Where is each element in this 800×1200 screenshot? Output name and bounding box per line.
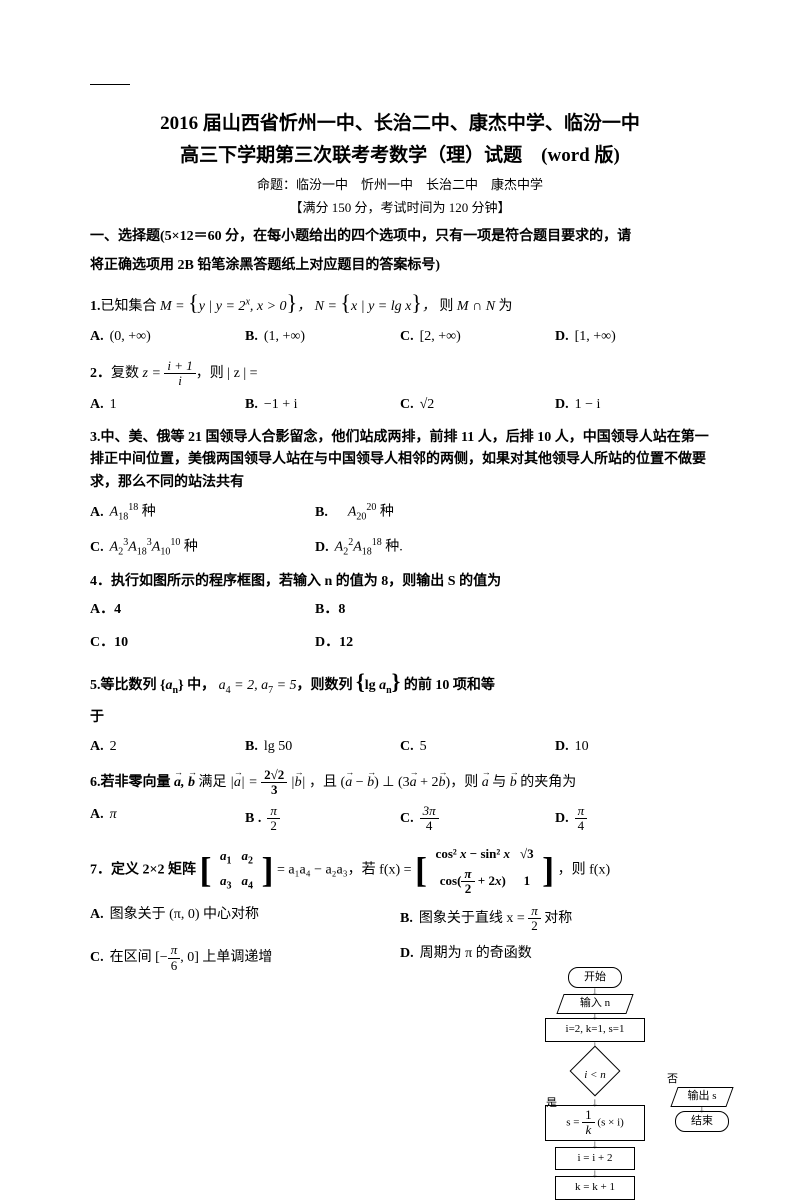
q5-stem: 5.等比数列 {an} 中， a4 = 2, a7 = 5，则数列 {lg an… — [90, 664, 540, 699]
q7-matrix-1: [ a1a2a3a4 ] — [199, 845, 273, 896]
fc-arrow: ↓ — [520, 1169, 670, 1177]
q4-options-row1: A．4 B．8 — [90, 599, 540, 621]
q5-options: A.2 B.lg 50 C.5 D.10 — [90, 736, 710, 758]
q1-options: A.(0, +∞) B.(1, +∞) C.[2, +∞) D.[1, +∞) — [90, 326, 710, 348]
q2-stem: 2．复数 z = i + 1i，则 | z | = — [90, 359, 710, 389]
q1-mset: M = {y | y = 2x, x > 0}， — [160, 299, 311, 314]
q1-opt-a: A.(0, +∞) — [90, 326, 245, 348]
fc-arrow: ↓ — [520, 1098, 670, 1106]
q4-opt-a: A．4 — [90, 599, 315, 621]
q6-opt-a: A.π — [90, 804, 245, 834]
q6-opt-c: C.3π4 — [400, 804, 555, 834]
q2-text: 复数 — [111, 366, 139, 381]
q2-opt-c: C.√2 — [400, 394, 555, 416]
section-heading-b: 将正确选项用 2B 铅笔涂黑答题纸上对应题目的答案标号) — [90, 255, 710, 277]
q3-stem: 3.中、美、俄等 21 国领导人合影留念，他们站成两排，前排 11 人，后排 1… — [90, 427, 710, 494]
content-with-flowchart: 3.中、美、俄等 21 国领导人合影留念，他们站成两排，前排 11 人，后排 1… — [90, 427, 710, 730]
fc-input: 输入 n — [560, 994, 630, 1012]
q6-opt-d: D.π4 — [555, 804, 710, 834]
top-rule — [90, 84, 130, 85]
fc-end: 结束 — [675, 1111, 729, 1133]
q5-opt-a: A.2 — [90, 736, 245, 758]
q7-matrix-2: [ cos² x − sin² x√3 cos(π2 + 2x)1 ] — [415, 843, 554, 897]
flowchart: 开始 ↓ 输入 n ↓ i=2, k=1, s=1 ↓ i < n 否 是 ↓ … — [520, 967, 670, 1200]
q6-opt-b: B .π2 — [245, 804, 400, 834]
q3-text: 3.中、美、俄等 21 国领导人合影留念，他们站成两排，前排 11 人，后排 1… — [90, 430, 709, 490]
q1-opt-b: B.(1, +∞) — [245, 326, 400, 348]
q2-expr: z = i + 1i — [143, 366, 196, 381]
q6-pre: 6.若非零向量 — [90, 775, 171, 790]
q1-opt-c: C.[2, +∞) — [400, 326, 555, 348]
q1-stem: 1.已知集合 M = {y | y = 2x, x > 0}， N = {x |… — [90, 285, 710, 320]
q4-stem: 4．执行如图所示的程序框图，若输入 n 的值为 8，则输出 S 的值为 — [90, 571, 540, 593]
q1-text: 已知集合 — [101, 299, 157, 314]
meta-line: 【满分 150 分，考试时间为 120 分钟】 — [90, 198, 710, 219]
q7-options-row1: A.图象关于 (π, 0) 中心对称 B.图象关于直线 x = π2 对称 — [90, 904, 710, 934]
fc-i-assign: i = i + 2 — [555, 1147, 635, 1171]
q5-opt-c: C.5 — [400, 736, 555, 758]
q1-tail: 则 M ∩ N 为 — [439, 299, 512, 314]
q1-num: 1. — [90, 299, 101, 314]
fc-yes-label: 是 — [546, 1095, 557, 1113]
q2-opt-a: A.1 — [90, 394, 245, 416]
q7-stem: 7．定义 2×2 矩阵 [ a1a2a3a4 ] = a₁a₄ − a₂a₃，若… — [90, 843, 710, 897]
q5-opt-b: B.lg 50 — [245, 736, 400, 758]
q7-opt-b: B.图象关于直线 x = π2 对称 — [400, 904, 710, 934]
q3-opt-b: B. A2020 种 — [315, 500, 540, 525]
q5-tail: 于 — [90, 707, 540, 729]
q4-opt-c: C．10 — [90, 632, 315, 654]
q7-eq: = a₁a₄ − a₂a₃，若 f(x) = — [277, 863, 412, 878]
fc-cond: i < n — [572, 1053, 618, 1099]
title-line2: 高三下学期第三次联考考数学（理）试题 (word 版) — [90, 141, 710, 171]
q5-mid2: ，则数列 {lg an} 的前 10 项和等 — [297, 678, 495, 693]
title-line1: 2016 届山西省忻州一中、长治二中、康杰中学、临汾一中 — [90, 110, 710, 139]
q1-nset: N = {x | y = lg x}， — [315, 299, 436, 314]
fc-output: 输出 s — [674, 1087, 730, 1105]
q6-stem: 6.若非零向量 a, b 满足 |a| = 2√23 |b| ，且 (a − b… — [90, 768, 710, 798]
q4-opt-b: B．8 — [315, 599, 540, 621]
q2-opt-d: D.1 − i — [555, 394, 710, 416]
q2-options: A.1 B.−1 + i C.√2 D.1 − i — [90, 394, 710, 416]
authors-line: 命题：临汾一中 忻州一中 长治二中 康杰中学 — [90, 175, 710, 196]
q2-opt-b: B.−1 + i — [245, 394, 400, 416]
q1-opt-d: D.[1, +∞) — [555, 326, 710, 348]
q7-opt-a: A.图象关于 (π, 0) 中心对称 — [90, 904, 400, 934]
q3-opt-a: A.A1818 种 — [90, 500, 315, 525]
q5-mid1: } 中， — [178, 678, 215, 693]
q2-mid: ，则 | z | = — [196, 366, 258, 381]
q7-opt-c: C.在区间 [−π6, 0] 上单调递增 — [90, 943, 400, 973]
q2-num: 2． — [90, 366, 111, 381]
fc-s-assign: s = 1k (s × i) — [545, 1105, 645, 1141]
q3-opt-c: C.A23A183A1010 种 — [90, 535, 315, 560]
q5-opt-d: D.10 — [555, 736, 710, 758]
fc-k-assign: k = k + 1 — [555, 1176, 635, 1200]
section-heading-a: 一、选择题(5×12＝60 分，在每小题给出的四个选项中，只有一项是符合题目要求… — [90, 226, 710, 248]
q7-tail: ，则 f(x) — [558, 863, 611, 878]
q3-options-row1: A.A1818 种 B. A2020 种 — [90, 500, 540, 525]
q7-pre: 7．定义 2×2 矩阵 — [90, 863, 196, 878]
q3-options-row2: C.A23A183A1010 种 D.A22A1818 种. — [90, 535, 540, 560]
fc-arrow: ↓ — [520, 1140, 670, 1148]
q6-mid1: 满足 — [199, 775, 227, 790]
q6-options: A.π B .π2 C.3π4 D.π4 — [90, 804, 710, 834]
q4-opt-d: D．12 — [315, 632, 540, 654]
q3-opt-d: D.A22A1818 种. — [315, 535, 540, 560]
q4-options-row2: C．10 D．12 — [90, 632, 540, 654]
q5-pre: 5.等比数列 { — [90, 678, 166, 693]
